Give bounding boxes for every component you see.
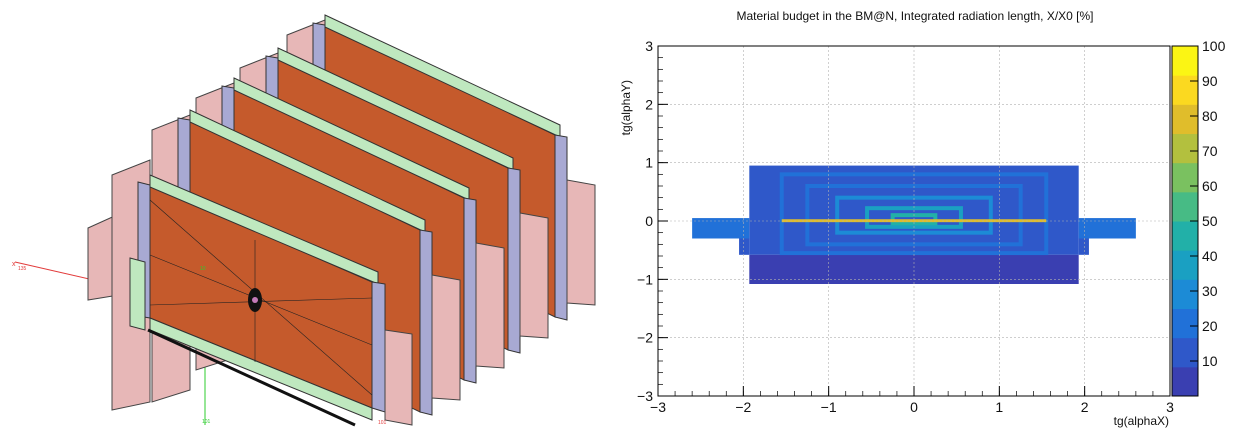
heatmap-region-midplane-line: [781, 219, 1047, 223]
heatmap-region-wing-right: [1078, 218, 1136, 239]
heatmap-region-wing-left: [692, 218, 750, 239]
x-tick-label: 0: [910, 399, 918, 415]
geometry-axis-label-101-green: 101: [202, 419, 211, 425]
colorbar-tick-label: 50: [1202, 213, 1218, 229]
colorbar-segment: [1172, 250, 1198, 280]
colorbar-tick-label: 100: [1202, 38, 1226, 54]
colorbar-tick-label: 90: [1202, 73, 1218, 89]
colorbar-segment: [1172, 104, 1198, 134]
colorbar-tick-label: 80: [1202, 108, 1218, 124]
colorbar-segment: [1172, 221, 1198, 251]
y-tick-label: 2: [645, 96, 653, 112]
y-tick-label: 1: [645, 155, 653, 171]
colorbar-segment: [1172, 46, 1198, 76]
colorbar-segment: [1172, 75, 1198, 105]
y-tick-label: −1: [637, 271, 653, 287]
geometry-axis-label-135: 135: [18, 266, 27, 272]
colorbar-segment: [1172, 279, 1198, 309]
x-axis-label: tg(alphaX): [1114, 414, 1169, 428]
colorbar-tick-label: 10: [1202, 353, 1218, 369]
y-tick-label: −2: [637, 330, 653, 346]
y-axis-label: tg(alphaY): [619, 80, 633, 135]
detector-geometry-view[interactable]: x 135 10 101 101: [0, 0, 615, 432]
colorbar-segment: [1172, 191, 1198, 222]
detector-3d-rendering[interactable]: x 135 10 101 101: [0, 0, 615, 432]
heatmap-region-frame-3: [835, 195, 993, 235]
x-tick-label: −1: [821, 399, 837, 415]
colorbar-segment: [1172, 337, 1198, 368]
chart-title: Material budget in the BM@N, Integrated …: [736, 9, 1093, 23]
colorbar-segment: [1172, 162, 1198, 193]
colorbar-segment: [1172, 133, 1198, 164]
colorbar-segment: [1172, 308, 1198, 339]
heatmap-region-lower-right-block: [1078, 238, 1089, 255]
geometry-axis-label-x: x: [12, 261, 16, 268]
x-tick-label: 1: [995, 399, 1003, 415]
geometry-axis-label-101-red: 101: [378, 420, 387, 426]
colorbar-tick-label: 20: [1202, 318, 1218, 334]
x-tick-label: −3: [650, 399, 666, 415]
x-tick-label: 3: [1166, 399, 1174, 415]
colorbar-segment: [1172, 366, 1198, 397]
colorbar-tick-label: 70: [1202, 143, 1218, 159]
material-budget-chart[interactable]: Material budget in the BM@N, Integrated …: [615, 0, 1242, 432]
material-budget-panel: Material budget in the BM@N, Integrated …: [615, 0, 1242, 432]
x-tick-label: 2: [1081, 399, 1089, 415]
x-tick-label: −2: [735, 399, 751, 415]
colorbar-tick-label: 30: [1202, 283, 1218, 299]
y-tick-label: 3: [645, 38, 653, 54]
colorbar-tick-label: 60: [1202, 178, 1218, 194]
y-tick-label: −3: [637, 388, 653, 404]
y-tick-label: 0: [645, 213, 653, 229]
heatmap-region-lower-left-block: [739, 238, 750, 255]
colorbar-tick-label: 40: [1202, 248, 1218, 264]
geometry-axis-label-10: 10: [200, 266, 206, 272]
